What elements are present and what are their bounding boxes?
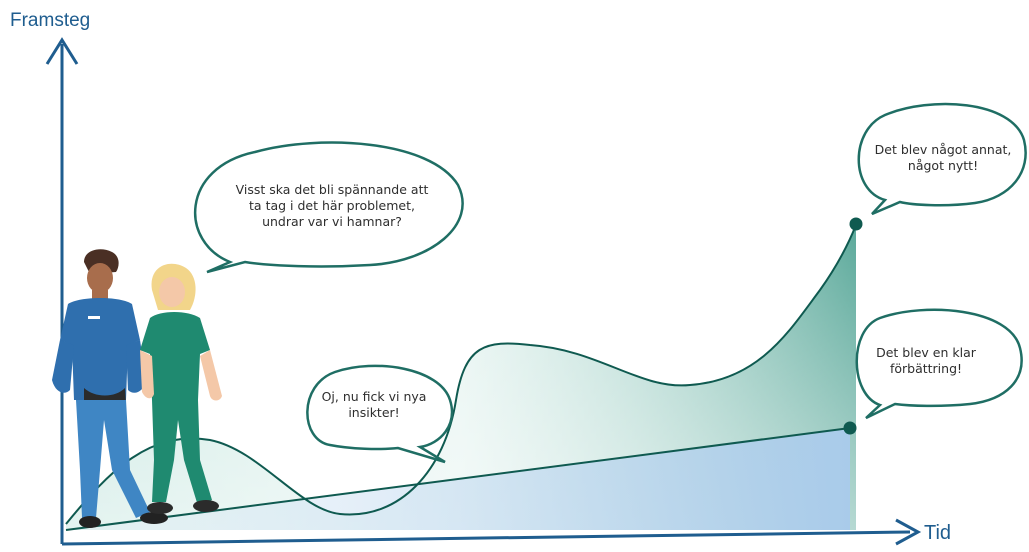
x-axis-label: Tid bbox=[924, 522, 952, 544]
y-axis-arrow-icon bbox=[45, 37, 79, 65]
new-outcome-marker bbox=[849, 217, 863, 231]
speech-bubble-new bbox=[857, 102, 1027, 216]
speech-bubble-new-text: Det blev något annat, något nytt! bbox=[874, 142, 1012, 173]
exploration-curve bbox=[65, 224, 857, 525]
x-axis bbox=[61, 518, 922, 546]
y-axis-label: Framsteg bbox=[10, 10, 91, 31]
x-axis-arrow-icon bbox=[895, 518, 922, 546]
person-green-scrubs bbox=[140, 263, 222, 514]
speech-bubble-start bbox=[193, 141, 464, 274]
speech-bubble-start-text: Visst ska det bli spännande att ta tag i… bbox=[235, 182, 429, 229]
speech-bubble-improvement-text: Det blev en klar förbättring! bbox=[876, 345, 976, 376]
speech-bubble-insight-text: Oj, nu fick vi nya insikter! bbox=[321, 389, 427, 420]
y-axis bbox=[45, 37, 79, 544]
speech-bubble-insight bbox=[306, 364, 453, 464]
improvement-line bbox=[65, 427, 851, 531]
improvement-marker bbox=[843, 421, 857, 435]
person-blue-scrubs bbox=[52, 249, 168, 528]
speech-bubble-improvement bbox=[855, 308, 1023, 420]
